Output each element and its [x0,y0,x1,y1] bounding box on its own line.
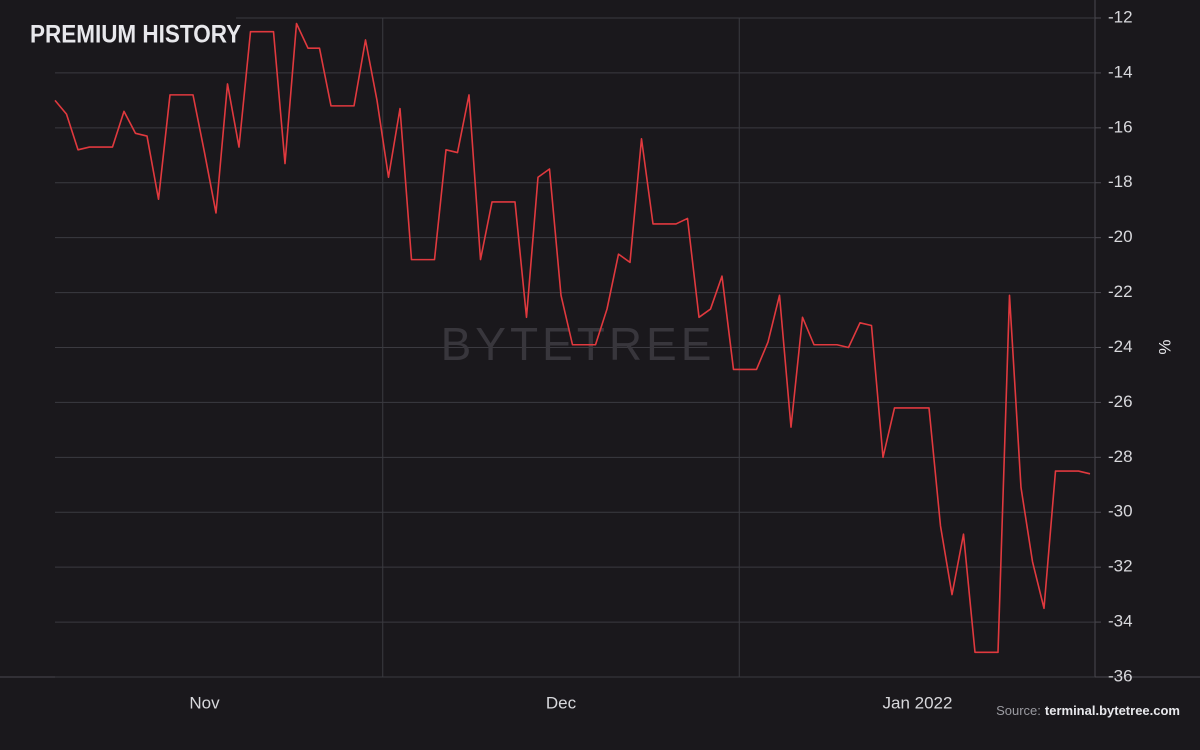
source-label: Source: [996,703,1041,718]
series-line [54,22,1091,654]
y-tick-label: -22 [1108,282,1133,301]
y-tick-label: -18 [1108,172,1133,191]
title-backdrop [20,14,236,56]
y-tick-label: -20 [1108,227,1133,246]
x-tick-label: Nov [189,693,220,712]
y-tick-label: -30 [1108,502,1133,521]
y-tick-label: -26 [1108,392,1133,411]
y-axis-label: % [1155,339,1174,354]
y-tick-label: -14 [1108,62,1133,81]
chart-title: PREMIUM HISTORY [30,21,241,49]
y-tick-label: -28 [1108,447,1133,466]
y-tick-label: -36 [1108,666,1133,685]
y-tick-label: -34 [1108,612,1133,631]
y-tick-label: -12 [1108,7,1133,26]
y-tick-label: -32 [1108,557,1133,576]
source-note: Source: terminal.bytetree.com [996,703,1180,718]
x-tick-label: Jan 2022 [883,693,953,712]
source-link: terminal.bytetree.com [1045,703,1180,718]
y-tick-label: -24 [1108,337,1133,356]
x-tick-label: Dec [546,693,577,712]
y-tick-label: -16 [1108,117,1133,136]
